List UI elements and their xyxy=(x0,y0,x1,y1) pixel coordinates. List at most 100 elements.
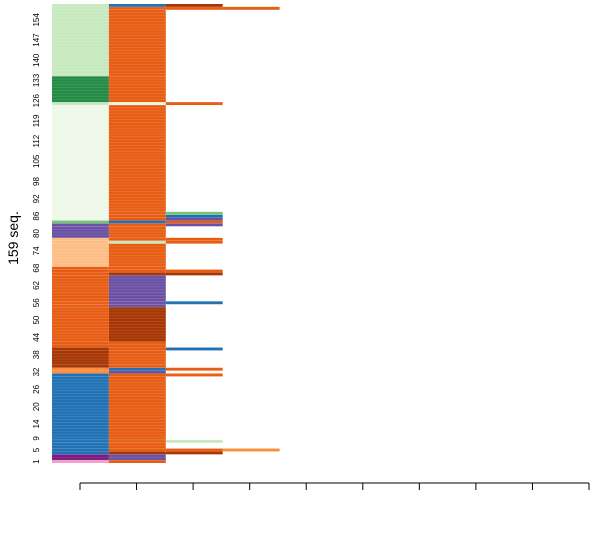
sequence-cell-E xyxy=(165,272,223,276)
sequence-cell-A xyxy=(108,364,166,368)
sequence-cell-A xyxy=(108,341,166,348)
sequence-cell-A xyxy=(108,237,166,241)
sequence-cell-E xyxy=(165,4,223,7)
sequence-cell-A xyxy=(108,214,166,218)
y-tick-label: 92 xyxy=(32,194,41,203)
sequence-cell-K xyxy=(52,220,109,224)
sequence-cell-A xyxy=(108,376,166,440)
y-tick-label: 74 xyxy=(32,246,41,255)
sequence-cell-E xyxy=(108,451,166,455)
y-tick-label: 26 xyxy=(32,384,41,393)
sequence-cell-D xyxy=(108,240,166,244)
y-tick-label: 5 xyxy=(32,447,41,452)
y-tick-label: 140 xyxy=(32,53,41,67)
sequence-cell-C xyxy=(52,223,109,227)
y-tick-label: 98 xyxy=(32,177,41,186)
sequence-cell-C xyxy=(108,301,166,305)
sequence-cell-E xyxy=(165,451,223,455)
y-tick-label: 44 xyxy=(32,332,41,341)
sequence-cell-B xyxy=(165,214,223,218)
sequence-cell-A xyxy=(165,220,223,224)
y-tick-label: 38 xyxy=(32,350,41,359)
sequence-cell-A xyxy=(52,272,109,276)
sequence-cell-B xyxy=(108,220,166,224)
sequence-cell-I xyxy=(52,454,109,461)
sequence-cell-C xyxy=(165,223,223,227)
sequence-cell-A xyxy=(108,9,166,77)
sequence-cell-A xyxy=(108,243,166,267)
y-tick-label: 14 xyxy=(32,419,41,428)
sequence-cell-A xyxy=(108,76,166,103)
sequence-cell-A xyxy=(52,301,109,305)
sequence-cell-A xyxy=(165,269,223,273)
sequence-cell-C xyxy=(108,275,166,302)
sequence-cell-B xyxy=(52,442,109,449)
sequence-cell-A xyxy=(165,367,223,371)
sequence-cell-C xyxy=(52,226,109,238)
sequence-cell-A xyxy=(108,266,166,270)
sequence-cell-A xyxy=(222,6,280,10)
sequence-cell-D xyxy=(165,439,223,443)
sequence-cell-G xyxy=(52,105,109,212)
sequence-cell-L xyxy=(222,448,280,452)
sequence-cell-E xyxy=(52,347,109,351)
y-axis-title: 159 seq. xyxy=(5,211,21,265)
y-tick-label: 126 xyxy=(32,93,41,107)
sequence-cell-E xyxy=(52,364,109,368)
sequence-cell-A xyxy=(108,439,166,443)
sequence-cell-A xyxy=(52,266,109,270)
sequence-cell-A xyxy=(108,460,166,463)
sequence-cell-A xyxy=(108,448,166,452)
y-tick-label: 147 xyxy=(32,33,41,47)
sequence-cell-F xyxy=(52,237,109,241)
sequence-cell-A xyxy=(165,6,223,10)
sequence-cell-G xyxy=(52,217,109,221)
sequence-cell-A xyxy=(108,350,166,365)
sequence-cell-K xyxy=(165,211,223,215)
sequence-cell-L xyxy=(52,370,109,374)
sequence-cell-A xyxy=(108,442,166,449)
y-tick-label: 105 xyxy=(32,154,41,168)
sequence-cell-A xyxy=(165,240,223,244)
sequence-cell-E xyxy=(108,307,166,342)
y-tick-label: 9 xyxy=(32,436,41,441)
y-tick-label: 112 xyxy=(32,134,41,147)
sequence-cell-A xyxy=(108,217,166,221)
y-tick-label: 133 xyxy=(32,73,41,87)
sequence-cell-D xyxy=(52,9,109,77)
sequence-cell-C xyxy=(108,454,166,461)
y-tick-label: 32 xyxy=(32,367,41,376)
sequence-cell-D xyxy=(52,6,109,10)
sequence-cell-C xyxy=(165,217,223,221)
sequence-cell-A xyxy=(165,448,223,452)
sequence-cell-A xyxy=(108,223,166,227)
y-tick-label: 68 xyxy=(32,263,41,272)
sequence-cell-A xyxy=(108,6,166,10)
y-tick-label: 154 xyxy=(32,13,41,27)
sequence-cell-B xyxy=(108,4,166,7)
sequence-cell-B xyxy=(52,376,109,440)
row-separators xyxy=(52,6,223,461)
y-tick-label: 1 xyxy=(32,459,41,464)
sequence-cell-D xyxy=(52,102,109,106)
sequence-cell-E xyxy=(52,350,109,365)
sequence-cell-B xyxy=(52,439,109,443)
x-axis xyxy=(79,482,590,490)
sequence-cell-A xyxy=(108,211,166,215)
sequence-cell-B xyxy=(108,367,166,371)
sequence-cell-A xyxy=(52,304,109,308)
sequence-cell-H xyxy=(52,76,109,103)
sequence-cell-C xyxy=(108,304,166,308)
sequence-cell-A xyxy=(108,269,166,273)
y-tick-label: 50 xyxy=(32,315,41,324)
sequence-cell-A xyxy=(108,347,166,351)
sequence-cell-A xyxy=(165,102,223,106)
sequence-cell-A xyxy=(52,269,109,273)
sequence-cell-A xyxy=(108,373,166,377)
sequence-cell-A xyxy=(52,275,109,302)
sequence-cell-A xyxy=(108,226,166,238)
sequence-bars xyxy=(52,4,280,463)
sequence-cell-A xyxy=(165,237,223,241)
sequence-cell-F xyxy=(52,240,109,244)
